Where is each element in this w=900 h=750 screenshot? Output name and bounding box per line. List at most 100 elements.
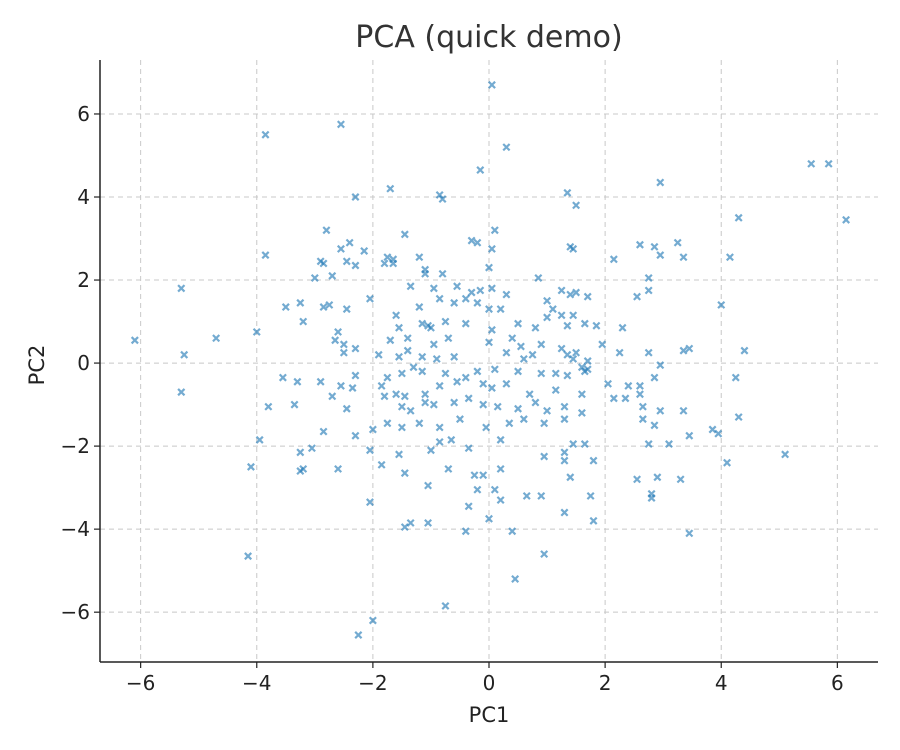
data-point [395, 450, 403, 459]
data-point [293, 377, 302, 386]
data-point [342, 257, 351, 266]
data-point [650, 421, 659, 430]
data-point [572, 201, 581, 210]
data-point [714, 429, 723, 438]
data-point [479, 379, 488, 388]
data-point [319, 259, 328, 268]
data-point [366, 446, 374, 455]
data-point [397, 369, 406, 378]
data-point [644, 348, 653, 357]
data-point [551, 386, 560, 395]
y-tick-label: 4 [77, 185, 90, 209]
x-tick-label: 6 [831, 671, 844, 695]
data-point [403, 346, 412, 355]
data-point [331, 336, 340, 345]
data-point [537, 491, 546, 500]
data-point [496, 435, 505, 444]
data-point [339, 340, 348, 349]
data-point [444, 334, 453, 343]
data-point [496, 305, 505, 314]
data-point [464, 394, 473, 403]
data-point [368, 425, 377, 434]
data-point [400, 523, 409, 532]
x-tick-label: −6 [126, 671, 155, 695]
data-point [577, 408, 586, 417]
data-point [322, 226, 331, 235]
data-point [566, 290, 575, 299]
data-point [299, 317, 308, 326]
data-point [560, 456, 569, 465]
data-point [435, 437, 444, 446]
data-point [563, 371, 572, 380]
data-point [441, 369, 450, 378]
data-point [624, 381, 633, 390]
data-point [409, 363, 418, 372]
data-point [429, 340, 438, 349]
data-point [485, 514, 493, 523]
data-point [557, 311, 566, 320]
data-point [502, 143, 511, 152]
data-point [543, 296, 552, 305]
chart-title: PCA (quick demo) [355, 20, 622, 55]
data-point [676, 475, 685, 484]
data-point [177, 284, 186, 293]
data-point [734, 213, 743, 222]
data-point [621, 394, 630, 403]
data-point [351, 261, 360, 270]
data-point [479, 471, 488, 480]
data-point [377, 381, 386, 390]
data-point [392, 311, 401, 320]
data-point [380, 392, 389, 401]
data-point [502, 379, 511, 388]
data-point [647, 494, 656, 502]
data-point [543, 313, 552, 322]
data-point [589, 456, 598, 465]
data-point [397, 402, 406, 411]
data-point [487, 80, 496, 89]
data-point [473, 238, 482, 247]
data-point [426, 446, 435, 455]
data-point [261, 130, 270, 139]
data-point [336, 120, 345, 129]
data-point [673, 238, 682, 247]
data-point [638, 402, 647, 411]
data-point [781, 450, 790, 459]
data-point [563, 321, 572, 330]
data-point [569, 440, 578, 449]
data-point [464, 502, 473, 511]
data-point [400, 230, 409, 239]
data-point [653, 473, 662, 482]
data-point [461, 319, 470, 328]
data-point [537, 369, 546, 378]
data-point [380, 259, 389, 268]
data-point [415, 303, 424, 312]
data-point [644, 286, 653, 295]
data-point [415, 253, 424, 262]
data-point [557, 344, 566, 353]
data-point [395, 352, 403, 361]
data-point [406, 406, 415, 415]
data-point [453, 282, 462, 291]
data-point [496, 464, 505, 473]
data-point [577, 390, 586, 399]
data-point [496, 496, 505, 505]
data-point [450, 398, 459, 407]
y-tick-label: −6 [61, 600, 90, 624]
data-point [180, 350, 189, 359]
data-point [307, 444, 316, 453]
y-tick-label: 0 [77, 351, 90, 375]
data-point [351, 371, 360, 380]
x-tick-label: 0 [483, 671, 496, 695]
data-point [557, 286, 566, 295]
data-point [319, 427, 328, 436]
data-point [438, 195, 447, 204]
data-point [482, 423, 491, 432]
data-point [519, 354, 528, 363]
data-point [490, 226, 499, 235]
data-point [485, 263, 493, 272]
data-point [650, 242, 659, 251]
data-point [543, 406, 552, 415]
data-point [435, 381, 444, 390]
data-point [424, 518, 433, 527]
data-point [424, 481, 433, 490]
